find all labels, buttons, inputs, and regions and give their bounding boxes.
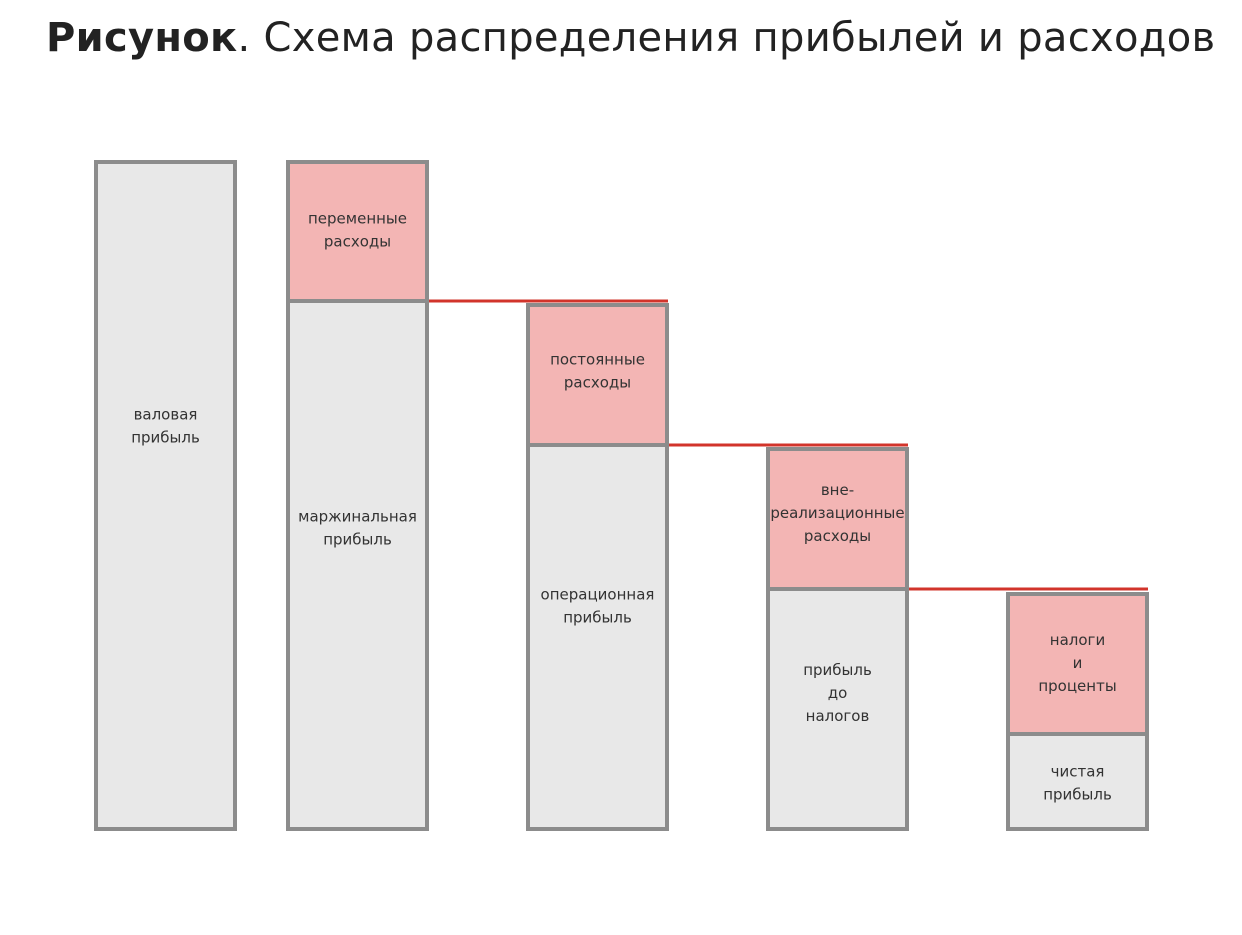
expense-block-4-label-line-1: постоянные <box>550 351 645 369</box>
figure-title-text: . Схема распределения прибылей и расходо… <box>237 15 1216 61</box>
profit-block-5-label-line-1: операционная <box>541 586 655 604</box>
profit-block-7 <box>766 587 909 831</box>
expense-block-6-label-line-3: расходы <box>804 527 871 545</box>
profit-block-9-label-line-1: чистая <box>1051 763 1105 781</box>
profit-block-1-label-line-1: валовая <box>134 406 198 424</box>
expense-block-4 <box>526 303 669 447</box>
figure-title: Рисунок. Схема распределения прибылей и … <box>46 10 1215 66</box>
expense-block-8-label-line-3: проценты <box>1038 677 1116 695</box>
expense-block-8-label-line-2: и <box>1073 654 1083 672</box>
expense-block-2-label-line-2: расходы <box>324 233 391 251</box>
expense-block-6-label-line-1: вне- <box>821 481 854 499</box>
figure-title-bold: Рисунок <box>46 15 238 61</box>
profit-block-9-label-line-2: прибыль <box>1043 786 1112 804</box>
profit-block-7-label-line-1: прибыль <box>803 661 872 679</box>
expense-block-2-label-line-1: переменные <box>308 210 407 228</box>
expense-block-8-label-line-1: налоги <box>1050 631 1105 649</box>
profit-block-1-label-line-2: прибыль <box>131 429 200 447</box>
profit-block-3 <box>286 299 429 831</box>
profit-block-3-label-line-2: прибыль <box>323 531 392 549</box>
profit-block-1 <box>94 160 237 831</box>
expense-block-2 <box>286 160 429 303</box>
profit-block-5 <box>526 443 669 831</box>
expense-block-4-label-line-2: расходы <box>564 374 631 392</box>
profit-block-5-label-line-2: прибыль <box>563 609 632 627</box>
profit-block-7-label-line-2: до <box>828 684 848 702</box>
profit-block-7-label-line-3: налогов <box>806 707 870 725</box>
profit-block-3-label-line-1: маржинальная <box>298 508 417 526</box>
expense-block-6-label-line-2: реализационные <box>770 504 904 522</box>
profit-block-9 <box>1006 732 1149 831</box>
